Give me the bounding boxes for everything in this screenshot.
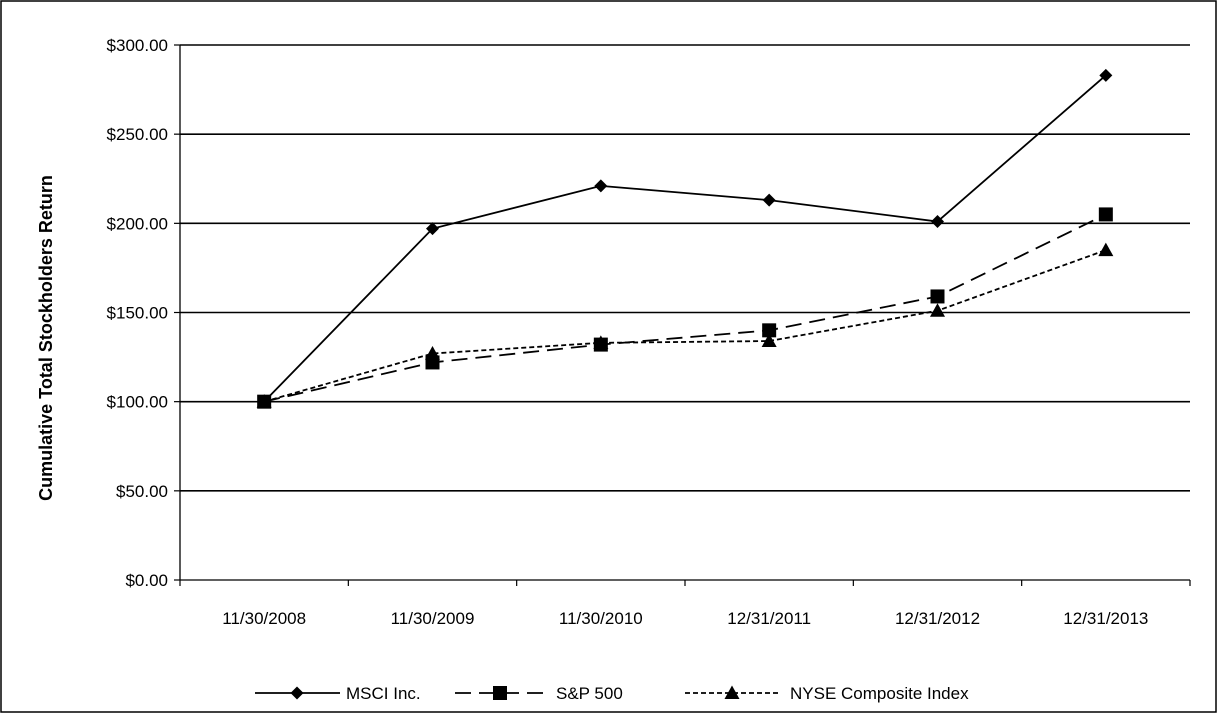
x-tick-label: 12/31/2013 [1063, 609, 1148, 628]
legend-item: MSCI Inc. [255, 684, 421, 703]
y-tick-label: $200.00 [107, 214, 168, 233]
data-point-triangle [930, 303, 945, 317]
legend-label: S&P 500 [556, 684, 623, 703]
x-tick-label: 11/30/2008 [222, 609, 306, 628]
x-tick-label: 12/31/2012 [895, 609, 980, 628]
legend-item: S&P 500 [455, 684, 623, 703]
x-tick-label: 11/30/2009 [391, 609, 475, 628]
y-tick-label: $250.00 [107, 125, 168, 144]
data-point-triangle [256, 394, 272, 408]
data-point-diamond [594, 179, 608, 193]
series-triangle [256, 242, 1114, 408]
data-point-square [762, 323, 777, 338]
data-point-square [1098, 207, 1113, 222]
y-tick-label: $150.00 [107, 304, 168, 323]
legend-marker-triangle [724, 685, 740, 699]
x-tick-label: 12/31/2011 [727, 609, 811, 628]
data-point-square [930, 289, 945, 304]
series-lines [256, 68, 1114, 409]
series-line [263, 249, 1107, 403]
y-axis-title: Cumulative Total Stockholders Return [36, 175, 56, 501]
y-tick-label: $50.00 [116, 482, 168, 501]
legend-marker-square [493, 686, 507, 700]
y-tick-label: $0.00 [125, 571, 168, 590]
data-point-diamond [426, 222, 439, 236]
data-point-triangle [425, 346, 440, 360]
legend-item: NYSE Composite Index [685, 684, 969, 703]
data-point-diamond [1099, 68, 1113, 82]
y-tick-label: $300.00 [107, 36, 168, 55]
data-point-triangle [1098, 242, 1114, 257]
data-point-triangle [593, 335, 609, 349]
data-point-triangle [761, 333, 777, 348]
legend-label: MSCI Inc. [346, 684, 421, 703]
legend-marker-diamond [290, 686, 304, 700]
axes: $0.00 $50.00 $100.00 $150.00 $200.00 $250.00 $… [107, 36, 1191, 628]
data-point-diamond [931, 215, 944, 229]
legend-label: NYSE Composite Index [790, 684, 969, 703]
data-point-diamond [762, 193, 776, 207]
legend: MSCI Inc. S&P 500 NYSE Composite Index [255, 684, 969, 703]
x-tick-label: 11/30/2010 [559, 609, 643, 628]
y-tick-label: $100.00 [107, 393, 168, 412]
series-line [263, 74, 1107, 403]
series-line [263, 213, 1107, 403]
gridlines [180, 44, 1190, 492]
